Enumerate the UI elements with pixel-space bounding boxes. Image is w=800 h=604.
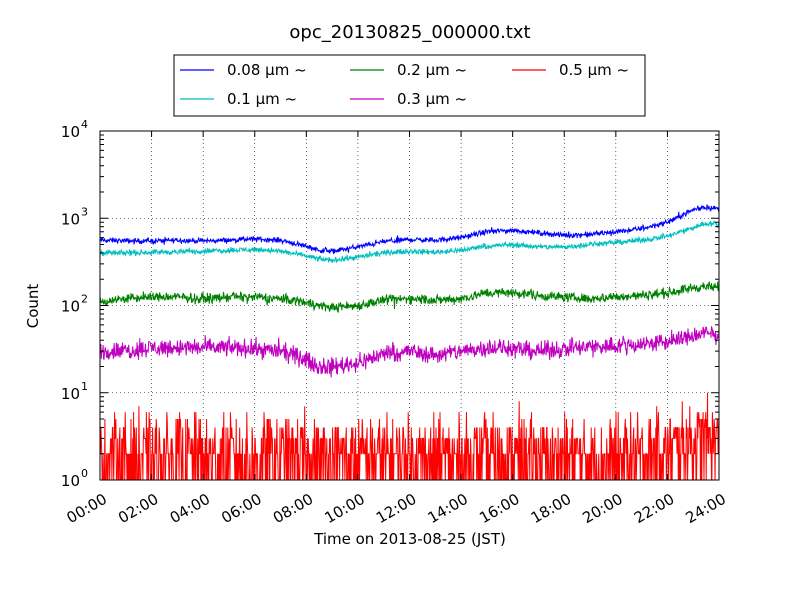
series-layer [100,204,719,480]
legend-label: 0.2 μm ~ [397,61,467,79]
y-tick-label-base: 10 [61,298,80,316]
y-tick-label-exponent: 4 [81,118,88,131]
legend-frame [173,54,646,117]
y-tick-label: 10 0 [61,467,88,490]
x-tick-label: 06:00 [218,490,264,527]
series-line-3 [100,325,719,378]
x-tick-label: 10:00 [321,490,367,527]
x-tick-label: 00:00 [64,490,110,527]
y-tick-label: 10 3 [61,205,88,228]
y-tick-label: 10 1 [61,380,88,403]
legend-item-2: 0.2 μm ~ [350,61,467,79]
y-tick-label-exponent: 2 [81,293,88,306]
y-tick-label-exponent: 3 [81,205,88,218]
y-tick-label-base: 10 [61,210,80,228]
chart-title: opc_20130825_000000.txt [289,22,530,43]
x-tick-label: 16:00 [476,490,522,527]
x-tick-labels: 00:00 02:00 04:00 06:00 08:00 10:00 12:00 14:00… [64,490,729,527]
x-tick-label: 12:00 [373,490,419,527]
x-tick-label: 08:00 [270,490,316,527]
y-tick-label-exponent: 1 [81,380,88,393]
y-tick-label: 10 2 [61,293,88,316]
y-tick-label-exponent: 0 [81,467,88,480]
x-tick-label: 24:00 [683,490,729,527]
legend-item-1: 0.1 μm ~ [180,90,297,108]
x-tick-label: 14:00 [425,490,471,527]
legend-items: 0.08 μm ~ 0.1 μm ~ 0.2 μm ~ 0.3 μm ~ 0.5 μm … [180,61,629,108]
legend-label: 0.1 μm ~ [227,90,297,108]
series-line-1 [100,220,719,264]
y-tick-label: 10 4 [61,118,88,141]
y-tick-label-base: 10 [61,123,80,141]
x-tick-label: 18:00 [528,490,574,527]
y-axis-label: Count [24,284,42,329]
legend-item-4: 0.5 μm ~ [512,61,629,79]
x-tick-label: 04:00 [167,490,213,527]
x-tick-label: 22:00 [631,490,677,527]
legend-label: 0.3 μm ~ [397,90,467,108]
legend: 0.08 μm ~ 0.1 μm ~ 0.2 μm ~ 0.3 μm ~ 0.5 μm … [173,54,646,117]
ticks [99,130,720,481]
legend-label: 0.5 μm ~ [559,61,629,79]
x-axis-label: Time on 2013-08-25 (JST) [313,530,506,548]
legend-item-3: 0.3 μm ~ [350,90,467,108]
series-line-2 [100,281,719,313]
legend-label: 0.08 μm ~ [227,61,307,79]
x-tick-label: 02:00 [115,490,161,527]
x-tick-label: 20:00 [579,490,625,527]
y-tick-label-base: 10 [61,385,80,403]
series-line-4 [100,392,719,480]
series-line-0 [100,204,719,255]
legend-item-0: 0.08 μm ~ [180,61,307,79]
y-tick-label-base: 10 [61,472,80,490]
